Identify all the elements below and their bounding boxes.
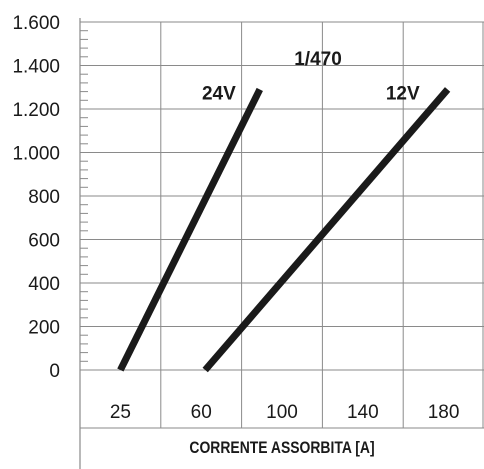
series-layer [117, 87, 451, 373]
y-tick-label: 1.600 [12, 13, 60, 34]
series-line-12v [202, 87, 451, 373]
x-tick-label: 140 [347, 402, 379, 423]
y-tick-label: 400 [28, 274, 60, 295]
y-tick-label: 800 [28, 187, 60, 208]
x-tick-label: 100 [266, 402, 298, 423]
y-tick-label: 1.200 [12, 100, 60, 121]
series-line-24v [117, 87, 263, 372]
y-tick-label: 600 [28, 231, 60, 252]
axes [79, 18, 484, 469]
labels: 0 200 400 600 800 1.000 1.200 1.400 1.600 25 60 100… [12, 13, 459, 457]
series-label: 24V [202, 83, 236, 104]
y-tick-label: 0 [49, 361, 60, 382]
y-tick-label: 1.000 [12, 144, 60, 165]
x-tick-label: 25 [110, 402, 131, 423]
x-tick-label: 180 [428, 402, 460, 423]
minor-ticks [80, 21, 88, 371]
y-tick-label: 1.400 [12, 57, 60, 78]
series-label: 12V [386, 83, 420, 104]
y-tick-label: 200 [28, 318, 60, 339]
x-axis-title: CORRENTE ASSORBITA [A] [189, 439, 374, 458]
x-tick-label: 60 [191, 402, 212, 423]
grid [80, 21, 484, 428]
chart-title: 1/470 [294, 49, 342, 70]
